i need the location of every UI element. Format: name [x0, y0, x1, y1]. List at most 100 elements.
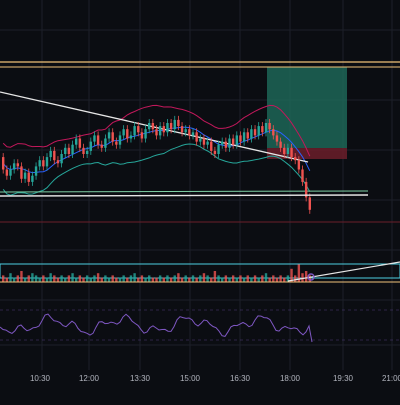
candle-body: [268, 123, 271, 130]
volume-bar: [217, 275, 220, 282]
volume-bar: [177, 273, 180, 282]
volume-bar: [272, 275, 275, 282]
volume-bars: [0, 264, 400, 283]
candle-body: [308, 197, 311, 210]
volume-bar: [2, 275, 5, 282]
candle-body: [242, 132, 246, 142]
candle-body: [104, 138, 107, 148]
candle-body: [9, 169, 12, 176]
volume-bar: [264, 273, 268, 282]
candle-body: [155, 129, 158, 136]
volume-bar: [56, 277, 60, 282]
volume-bar: [107, 277, 111, 282]
volume-bar: [148, 275, 151, 282]
candle-body: [129, 135, 133, 139]
volume-bar: [169, 277, 173, 282]
candle-body: [184, 129, 187, 133]
volume-bar: [275, 277, 279, 282]
volume-bar: [228, 277, 231, 282]
candle-body: [162, 126, 165, 133]
volume-bar: [224, 275, 228, 282]
candle-body: [301, 169, 304, 182]
volume-bar: [210, 277, 213, 282]
oscillator-line: [0, 313, 313, 343]
candle-body: [12, 163, 16, 170]
candle-body: [67, 147, 71, 154]
candle-body: [304, 181, 308, 198]
time-axis-label: 12:00: [79, 374, 100, 383]
candle-body: [199, 138, 202, 142]
candle-body: [217, 144, 220, 154]
volume-bar: [144, 277, 147, 282]
bollinger-lower-band: [2, 143, 311, 196]
candle-body: [115, 141, 118, 145]
time-axis[interactable]: 10:30 12:00 13:30 15:00 16:30 18:00 19:30 21:00: [30, 374, 400, 383]
candle-body: [133, 126, 136, 136]
volume-bar: [250, 277, 253, 282]
candle-body: [283, 147, 286, 154]
candle-body: [206, 141, 209, 145]
volume-bar: [294, 275, 297, 282]
volume-bar: [301, 273, 304, 282]
volume-bar: [67, 275, 71, 282]
volume-bar: [279, 275, 282, 282]
volume-bar: [78, 275, 82, 282]
volume-bar: [27, 275, 30, 282]
time-axis-label: 10:30: [30, 374, 51, 383]
volume-bar: [38, 277, 41, 282]
candle-body: [20, 166, 23, 179]
volume-bar: [173, 275, 176, 282]
volume-bar: [202, 273, 206, 282]
candle-body: [75, 138, 78, 145]
volume-bar: [257, 277, 260, 282]
candle-body: [195, 132, 198, 142]
candle-body: [107, 132, 111, 139]
volume-bar: [12, 277, 16, 282]
volume-bar: [155, 277, 158, 282]
volume-bar: [199, 275, 202, 282]
volume-bar: [75, 277, 78, 282]
candle-body: [38, 160, 41, 167]
volume-bar: [45, 277, 49, 282]
volume-bar: [133, 273, 136, 282]
volume-bar: [53, 275, 56, 282]
candle-body: [89, 141, 92, 151]
candle-body: [290, 147, 293, 158]
short-position-zone[interactable]: [267, 148, 347, 159]
time-axis-label: 13:30: [130, 374, 151, 383]
crosshair-marker-icon[interactable]: [307, 273, 315, 281]
volume-bar: [104, 275, 107, 282]
candle-body: [82, 147, 85, 154]
volume-bar: [31, 273, 34, 282]
volume-bar: [82, 277, 85, 282]
volume-trendline[interactable]: [287, 261, 400, 282]
candle-body: [23, 172, 27, 179]
candle-body: [228, 138, 231, 148]
candle-body: [118, 135, 122, 145]
candle-body: [294, 157, 297, 161]
candle-body: [272, 129, 275, 136]
candle-body: [31, 175, 34, 182]
volume-bar: [268, 277, 271, 282]
volume-bar: [89, 277, 92, 282]
candle-body: [221, 141, 224, 145]
time-axis-label: 16:30: [230, 374, 251, 383]
volume-bar: [42, 275, 45, 282]
candle-body: [53, 150, 56, 161]
candle-body: [257, 126, 260, 136]
volume-bar: [206, 275, 209, 282]
volume-bar: [118, 277, 122, 282]
volume-bar: [180, 277, 184, 282]
volume-bar: [188, 277, 191, 282]
candle-body: [42, 160, 45, 167]
candle-body: [56, 160, 60, 164]
volume-bar: [71, 273, 74, 282]
candle-body: [275, 135, 279, 142]
candle-body: [261, 126, 264, 133]
time-axis-label: 19:30: [333, 374, 354, 383]
volume-bar: [246, 275, 249, 282]
candle-body: [2, 157, 5, 170]
long-position-zone[interactable]: [267, 67, 347, 148]
